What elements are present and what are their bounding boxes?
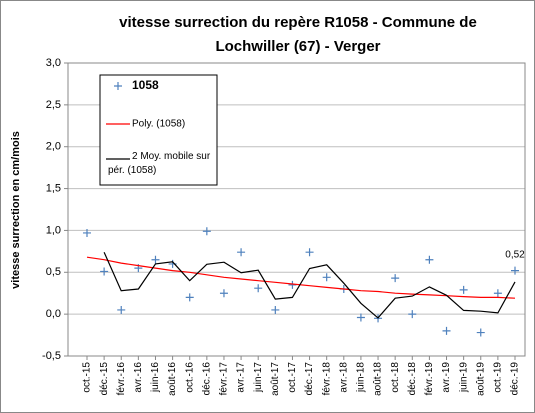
x-tick-label: déc.-16 [201, 362, 212, 396]
x-tick-label: févr.-16 [116, 362, 127, 396]
y-axis-label: vitesse surrection en cm/mois [10, 131, 22, 289]
x-tick-label: avr.-18 [338, 362, 349, 393]
series-line [103, 251, 516, 319]
y-tick-label: -0,5 [42, 350, 61, 362]
x-tick-label: déc.-19 [510, 362, 521, 396]
point [459, 285, 468, 294]
point [442, 326, 451, 335]
y-tick-label: 0,0 [46, 308, 61, 320]
point [511, 266, 519, 275]
point [425, 255, 434, 264]
point [322, 273, 331, 282]
x-tick-label: juin-19 [458, 362, 469, 393]
x-tick-label: juin-17 [253, 362, 264, 393]
point [356, 313, 365, 322]
legend-label: Poly. (1058) [132, 119, 185, 130]
y-tick-label: 0,5 [46, 266, 61, 278]
point [117, 305, 126, 314]
x-tick-label: avr.-19 [441, 362, 452, 393]
x-tick-label: août-16 [167, 362, 178, 396]
point [493, 289, 502, 298]
x-tick-label: oct.-15 [82, 362, 93, 393]
x-tick-label: oct.-16 [184, 362, 195, 393]
x-tick-label: août-17 [270, 362, 281, 396]
point [271, 305, 280, 314]
y-tick-label: 3,0 [46, 57, 61, 69]
y-tick-label: 1,0 [46, 224, 61, 236]
x-tick-label: oct.-19 [493, 362, 504, 393]
x-tick-label: déc.-17 [304, 362, 315, 396]
point [219, 289, 228, 298]
point [254, 284, 263, 293]
y-tick-label: 1,5 [46, 182, 61, 194]
plot-border [67, 62, 526, 357]
y-tick-label: 2,0 [46, 141, 61, 153]
x-tick-label: déc.-15 [99, 362, 110, 396]
legend-label: 1058 [132, 78, 159, 92]
point [100, 267, 109, 276]
point [83, 228, 91, 237]
chart-title: vitesse surrection du repère R1058 - Com… [119, 14, 477, 31]
y-tick-label: 2,5 [46, 99, 61, 111]
x-tick-label: avr.-16 [133, 362, 144, 393]
x-tick-label: oct.-18 [390, 362, 401, 393]
legend-marker [114, 82, 122, 90]
chart-title: Lochwiller (67) - Verger [215, 38, 380, 55]
x-tick-label: juin-16 [150, 362, 161, 393]
x-tick-label: avr.-17 [236, 362, 247, 393]
data-label: 0,52 [505, 249, 525, 260]
x-tick-label: août-18 [373, 362, 384, 396]
point [391, 274, 400, 283]
legend-label: 2 Moy. mobile sur pér. (1058) [108, 151, 211, 176]
point [151, 255, 160, 264]
x-tick-label: déc.-18 [407, 362, 418, 396]
x-tick-label: oct.-17 [287, 362, 298, 393]
point [408, 310, 417, 319]
point [185, 293, 194, 302]
legend-box [99, 74, 218, 186]
x-tick-label: févr.-17 [219, 362, 230, 396]
point [237, 248, 246, 257]
x-tick-label: févr.-19 [424, 362, 435, 396]
point [202, 227, 211, 236]
series-line [86, 256, 516, 299]
x-tick-label: févr.-18 [321, 362, 332, 396]
point [476, 328, 485, 337]
point [305, 248, 314, 257]
x-tick-label: août-19 [475, 362, 486, 396]
x-tick-label: juin-18 [356, 362, 367, 393]
